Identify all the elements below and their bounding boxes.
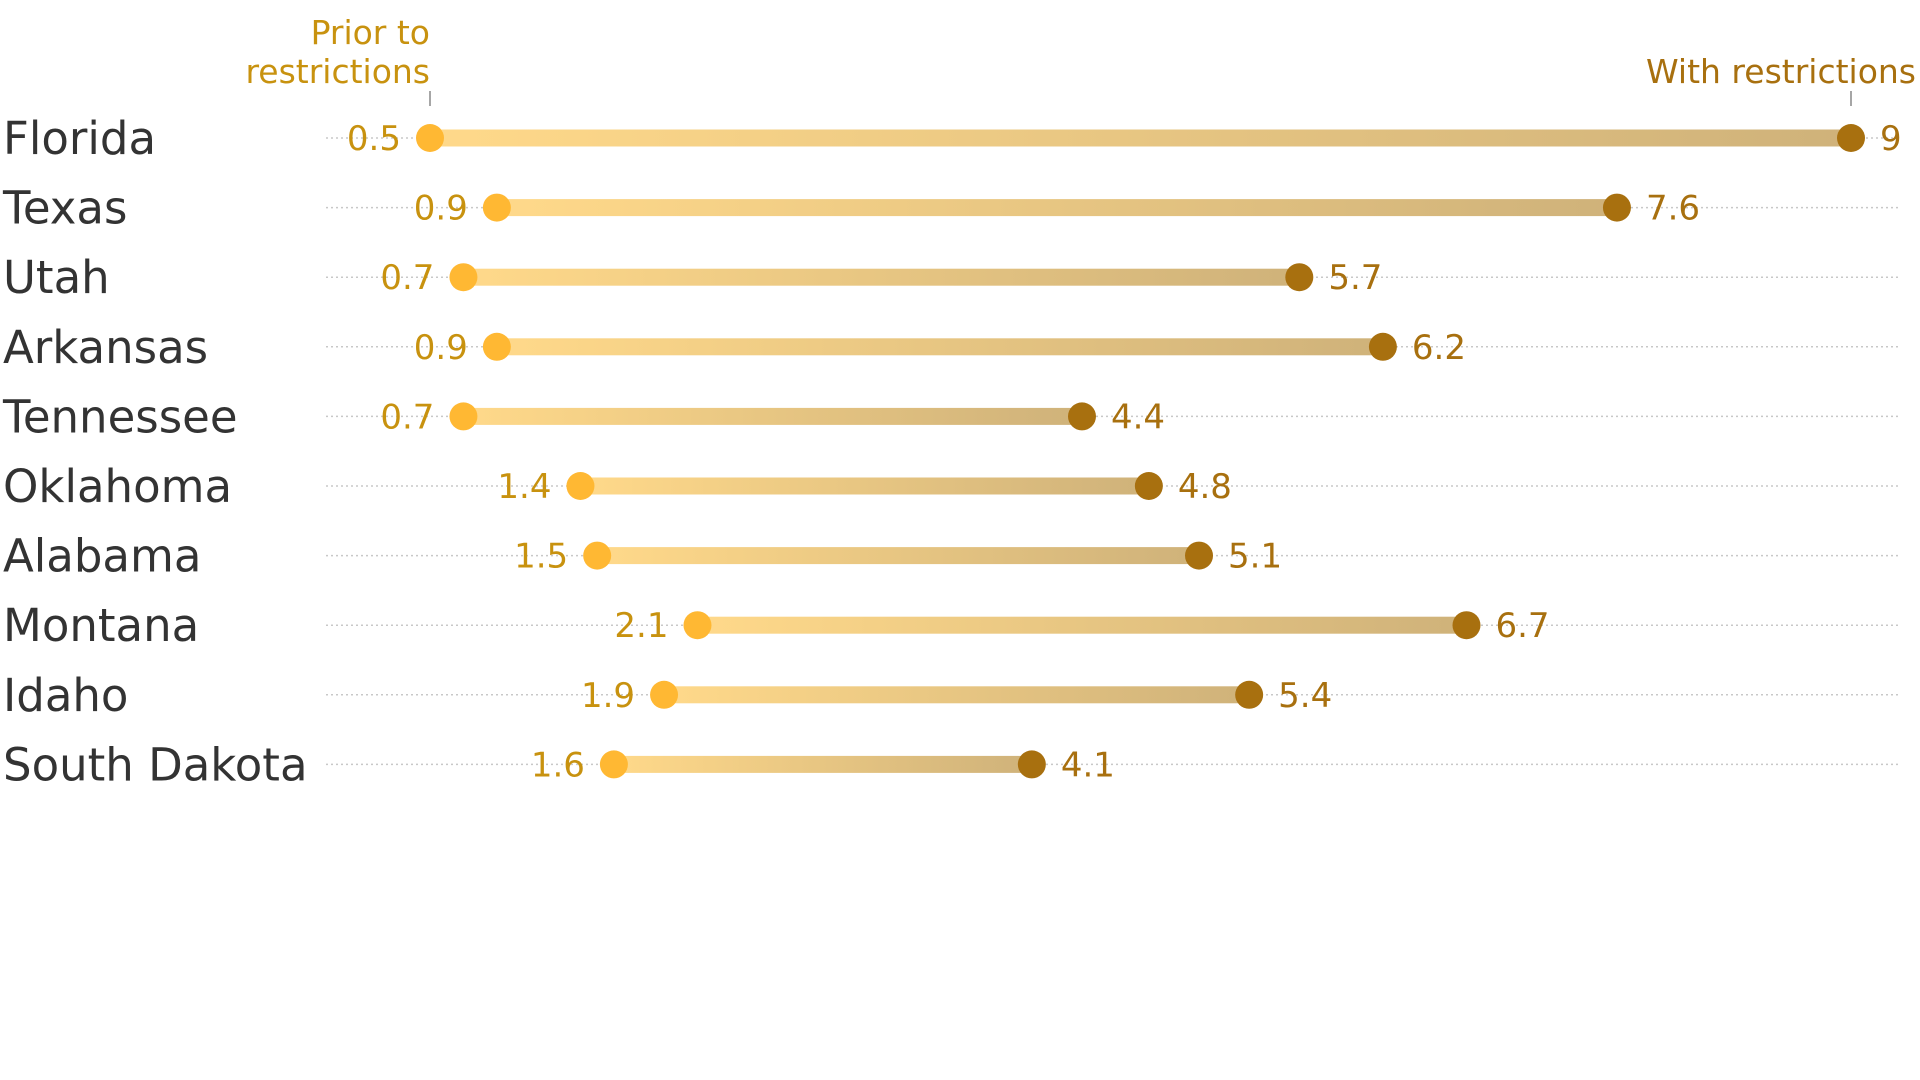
dumbbell-row: South Dakota 1.6 4.1 bbox=[3, 738, 1900, 791]
state-label: Oklahoma bbox=[3, 460, 232, 513]
after-value-label: 9 bbox=[1880, 119, 1902, 159]
header-before-line1: Prior to bbox=[311, 13, 430, 52]
before-dot bbox=[566, 472, 595, 500]
header-after: With restrictions bbox=[1646, 52, 1916, 91]
before-value-label: 1.9 bbox=[581, 676, 635, 716]
range-bar bbox=[430, 129, 1851, 147]
range-bar bbox=[463, 268, 1300, 286]
dumbbell-row: Florida 0.5 9 bbox=[3, 112, 1902, 165]
before-value-label: 0.7 bbox=[380, 397, 434, 437]
range-bar bbox=[597, 547, 1200, 565]
before-dot bbox=[449, 263, 478, 292]
before-dot bbox=[482, 193, 511, 222]
state-label: Montana bbox=[3, 599, 199, 652]
after-dot bbox=[1452, 611, 1481, 640]
range-bar bbox=[580, 477, 1149, 495]
after-dot bbox=[1285, 263, 1314, 292]
after-dot bbox=[1235, 680, 1264, 709]
state-label: Texas bbox=[2, 182, 127, 235]
before-value-label: 0.7 bbox=[380, 258, 434, 298]
range-bar bbox=[664, 686, 1250, 704]
before-dot bbox=[683, 611, 712, 640]
before-dot bbox=[650, 680, 679, 709]
dumbbell-row: Idaho 1.9 5.4 bbox=[3, 669, 1900, 722]
after-value-label: 6.2 bbox=[1412, 328, 1466, 368]
range-bar bbox=[496, 338, 1383, 356]
header-before-line2: restrictions bbox=[245, 52, 430, 91]
dumbbell-row: Alabama 1.5 5.1 bbox=[3, 530, 1900, 583]
range-bar bbox=[697, 616, 1467, 634]
dumbbell-row: Utah 0.7 5.7 bbox=[3, 251, 1900, 304]
before-value-label: 0.9 bbox=[414, 328, 468, 368]
before-dot bbox=[482, 332, 511, 361]
after-value-label: 5.7 bbox=[1328, 258, 1382, 298]
after-dot bbox=[1368, 332, 1397, 361]
before-dot bbox=[449, 402, 478, 431]
after-value-label: 7.6 bbox=[1646, 189, 1700, 229]
before-value-label: 0.9 bbox=[414, 189, 468, 229]
before-value-label: 2.1 bbox=[614, 606, 668, 646]
after-dot bbox=[1134, 472, 1163, 500]
dumbbell-row: Oklahoma 1.4 4.8 bbox=[3, 460, 1900, 513]
after-value-label: 4.4 bbox=[1111, 397, 1165, 437]
after-dot bbox=[1185, 541, 1214, 570]
before-value-label: 1.4 bbox=[497, 467, 551, 507]
before-value-label: 1.5 bbox=[514, 537, 568, 577]
dumbbell-row: Tennessee 0.7 4.4 bbox=[2, 390, 1900, 443]
dumbbell-row: Texas 0.9 7.6 bbox=[2, 182, 1900, 235]
after-dot bbox=[1837, 124, 1865, 152]
before-value-label: 0.5 bbox=[347, 119, 401, 159]
after-value-label: 4.8 bbox=[1178, 467, 1232, 507]
after-value-label: 4.1 bbox=[1061, 745, 1115, 785]
after-value-label: 6.7 bbox=[1495, 606, 1549, 646]
before-dot bbox=[416, 124, 444, 152]
state-label: Utah bbox=[3, 251, 110, 304]
after-dot bbox=[1602, 193, 1631, 222]
before-dot bbox=[599, 750, 628, 779]
after-value-label: 5.4 bbox=[1278, 676, 1332, 716]
after-dot bbox=[1067, 402, 1096, 431]
before-value-label: 1.6 bbox=[531, 745, 585, 785]
before-dot bbox=[583, 541, 612, 570]
dumbbell-row: Montana 2.1 6.7 bbox=[3, 599, 1900, 652]
state-label: Idaho bbox=[3, 669, 128, 722]
range-bar bbox=[496, 199, 1617, 217]
range-bar bbox=[463, 407, 1082, 425]
after-dot bbox=[1017, 750, 1046, 779]
state-label: Alabama bbox=[3, 530, 201, 583]
chart-rows: Florida 0.5 9 Texas 0.9 7.6 Utah 0.7 5.7 Arkansas… bbox=[2, 112, 1902, 791]
range-bar bbox=[613, 755, 1032, 773]
state-label: Arkansas bbox=[3, 321, 208, 374]
state-label: Tennessee bbox=[2, 390, 238, 443]
after-value-label: 5.1 bbox=[1228, 537, 1282, 577]
state-label: Florida bbox=[3, 112, 156, 165]
state-label: South Dakota bbox=[3, 738, 308, 791]
dumbbell-row: Arkansas 0.9 6.2 bbox=[3, 321, 1900, 374]
